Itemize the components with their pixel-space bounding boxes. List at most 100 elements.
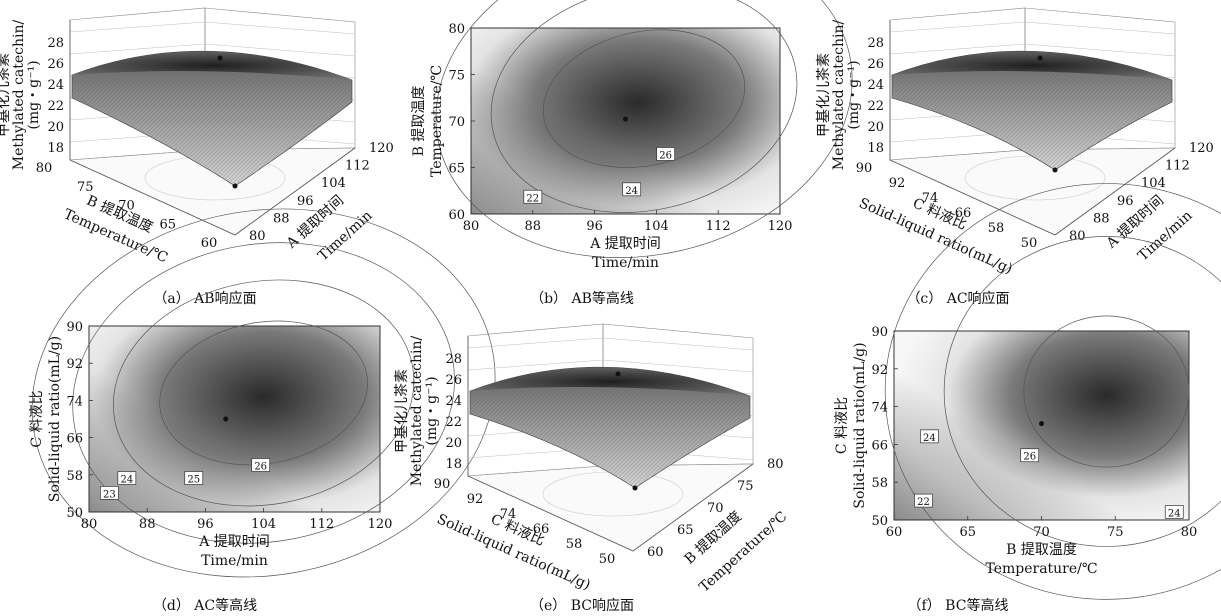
x-axis-label: A 提取时间 (198, 534, 270, 550)
z-tick-label: 24 (47, 78, 64, 93)
design-center-point (223, 416, 229, 422)
x-tick-label: 88 (139, 517, 156, 532)
x-tick-label: 104 (251, 517, 276, 532)
y-axis-label: Solid-liquid ratio(mL/g) (47, 336, 63, 502)
left-axis-line (69, 159, 236, 236)
right-axis-tick-label: 75 (737, 479, 754, 494)
x-tick-label: 112 (706, 219, 731, 234)
left-axis-tick-label: 58 (566, 537, 583, 552)
left-axis-tick-label: 80 (36, 161, 53, 176)
contour-label-box (523, 189, 543, 204)
x-tick-label: 120 (768, 219, 793, 234)
surface-top (72, 51, 352, 80)
contour-line (31, 208, 496, 578)
surface-peak-point (615, 371, 621, 377)
z-axis-label: (mg・g⁻¹) (846, 60, 862, 129)
contour-label: 23 (103, 489, 116, 500)
z-axis-label: (mg・g⁻¹) (26, 60, 42, 129)
left-axis-tick-label: 92 (889, 176, 906, 191)
left-axis-tick-label: 66 (533, 522, 550, 537)
x-tick-label: 80 (463, 219, 480, 234)
y-tick-label: 80 (448, 22, 465, 37)
contour-label-box (1164, 505, 1184, 519)
left-axis-tick-label: 65 (159, 217, 176, 232)
left-axis-tick-label: 66 (955, 206, 972, 221)
surface-peak-point (217, 55, 223, 61)
y-tick-label: 75 (448, 69, 465, 84)
left-axis-line (889, 159, 1056, 236)
right-axis-tick-label: 70 (707, 501, 724, 516)
y-axis-label: Solid-liquid ratio(mL/g) (852, 342, 868, 508)
panel-caption-c: （c） AC响应面 (906, 290, 1009, 307)
y-tick-label: 66 (66, 432, 83, 447)
x-tick-label: 104 (644, 219, 669, 234)
left-axis-tick-label: 50 (599, 552, 616, 567)
y-axis-label: C 料液比 (29, 390, 45, 447)
contour-label: 26 (1023, 452, 1036, 463)
y-axis-label: Temperature/℃ (429, 65, 445, 177)
left-axis-tick-label: 74 (500, 507, 517, 522)
z-tick-label: 24 (445, 394, 462, 409)
right-axis-tick-label: 112 (345, 159, 370, 174)
contour-line (112, 279, 415, 507)
contour-label-box (622, 182, 642, 197)
contour-line (884, 183, 1221, 600)
left-axis-tick-label: 90 (856, 161, 873, 176)
y-tick-label: 74 (66, 394, 83, 409)
contour-label: 24 (120, 475, 133, 486)
contour-line (542, 29, 746, 168)
y-tick-label: 92 (66, 357, 83, 372)
left-axis-tick-label: 92 (467, 492, 484, 507)
left-axis-tick-label: 58 (988, 221, 1005, 236)
wall-grid-line (889, 43, 1026, 55)
z-axis-label: 甲基化儿茶素 (393, 369, 410, 453)
x-tick-label: 112 (309, 517, 334, 532)
contour-label: 24 (923, 433, 936, 444)
right-axis-tick-label: 120 (1189, 141, 1214, 156)
z-tick-label: 20 (867, 120, 884, 135)
right-axis-line (234, 147, 356, 236)
x-axis-label: Temperature/℃ (985, 561, 1097, 577)
contour-label: 26 (659, 150, 672, 161)
wall-grid-line (467, 359, 604, 371)
y-tick-label: 92 (871, 363, 888, 378)
y-tick-label: 58 (871, 476, 888, 491)
x-axis-label: Time/min (201, 553, 268, 569)
left-axis-tick-label: 70 (118, 199, 135, 214)
y-tick-label: 70 (448, 115, 465, 130)
z-axis-label: 甲基化儿茶素 (815, 53, 832, 137)
z-tick-label: 22 (867, 99, 884, 114)
surface-plot-e: 18 20 22 24 26 28 甲基化儿茶素 Methylated catechin/(m… (393, 323, 790, 595)
surface-peak-point (1037, 55, 1043, 61)
left-axis-tick-label: 90 (434, 477, 451, 492)
contour-label: 24 (1168, 508, 1181, 519)
y-tick-label: 65 (448, 162, 465, 177)
surface-top (892, 51, 1172, 80)
x-tick-label: 96 (586, 219, 603, 234)
left-axis-tick-label: 75 (77, 180, 94, 195)
design-center-point (1039, 421, 1044, 427)
wall-grid-line (602, 359, 754, 373)
wall-grid-line (69, 21, 206, 33)
surface-mesh (892, 51, 1172, 170)
z-tick-label: 26 (445, 373, 462, 388)
contour-label: 22 (526, 193, 539, 204)
x-tick-label: 80 (1181, 525, 1198, 540)
z-tick-label: 18 (867, 141, 884, 156)
panel-caption-e: （e） BC响应面 (530, 597, 634, 614)
contour-corner-shade (89, 326, 380, 512)
right-axis-tick-label: 80 (767, 457, 784, 472)
design-center-point (623, 116, 628, 122)
z-tick-label: 18 (47, 141, 64, 156)
z-tick-label: 26 (867, 57, 884, 72)
wall-grid-line (467, 337, 604, 349)
z-tick-label: 18 (445, 457, 462, 472)
contour-label-box (100, 486, 119, 500)
x-tick-label: 60 (886, 525, 903, 540)
y-tick-label: 50 (871, 514, 888, 529)
left-axis-line (467, 475, 634, 552)
contour-line (943, 236, 1221, 547)
contour-label-box (914, 493, 933, 508)
x-tick-label: 96 (197, 517, 214, 532)
